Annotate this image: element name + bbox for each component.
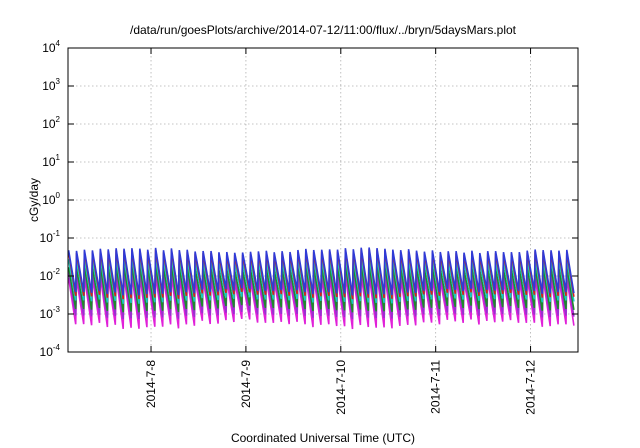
x-tick-label: 2014-7-11 bbox=[429, 360, 443, 414]
y-tick-label: 104 bbox=[42, 39, 60, 55]
series-group bbox=[67, 247, 575, 330]
y-tick-label: 10-2 bbox=[40, 267, 61, 283]
x-tick-label: 2014-7-12 bbox=[524, 360, 538, 415]
y-tick-labels: 104 103 102 101 100 10-1 10-2 10-3 10-4 bbox=[40, 39, 61, 359]
x-tick-label: 2014-7-9 bbox=[239, 360, 253, 408]
y-axis-title: cGy/day bbox=[27, 178, 41, 222]
y-tick-label: 10-3 bbox=[40, 305, 61, 321]
x-tick-labels: 2014-7-8 2014-7-9 2014-7-10 2014-7-11 2014-7… bbox=[144, 360, 538, 415]
x-axis-title: Coordinated Universal Time (UTC) bbox=[231, 431, 415, 445]
y-tick-label: 100 bbox=[42, 191, 60, 207]
series-line bbox=[67, 247, 575, 296]
y-tick-label: 10-1 bbox=[40, 229, 61, 245]
y-tick-label: 101 bbox=[42, 153, 60, 169]
chart-title: /data/run/goesPlots/archive/2014-07-12/1… bbox=[130, 23, 517, 37]
y-tick-label: 103 bbox=[42, 77, 60, 93]
x-tick-label: 2014-7-10 bbox=[334, 360, 348, 415]
x-tick-label: 2014-7-8 bbox=[144, 360, 158, 408]
axis-ticks bbox=[68, 47, 578, 353]
y-tick-label: 10-4 bbox=[40, 343, 61, 359]
y-tick-label: 102 bbox=[42, 115, 60, 131]
